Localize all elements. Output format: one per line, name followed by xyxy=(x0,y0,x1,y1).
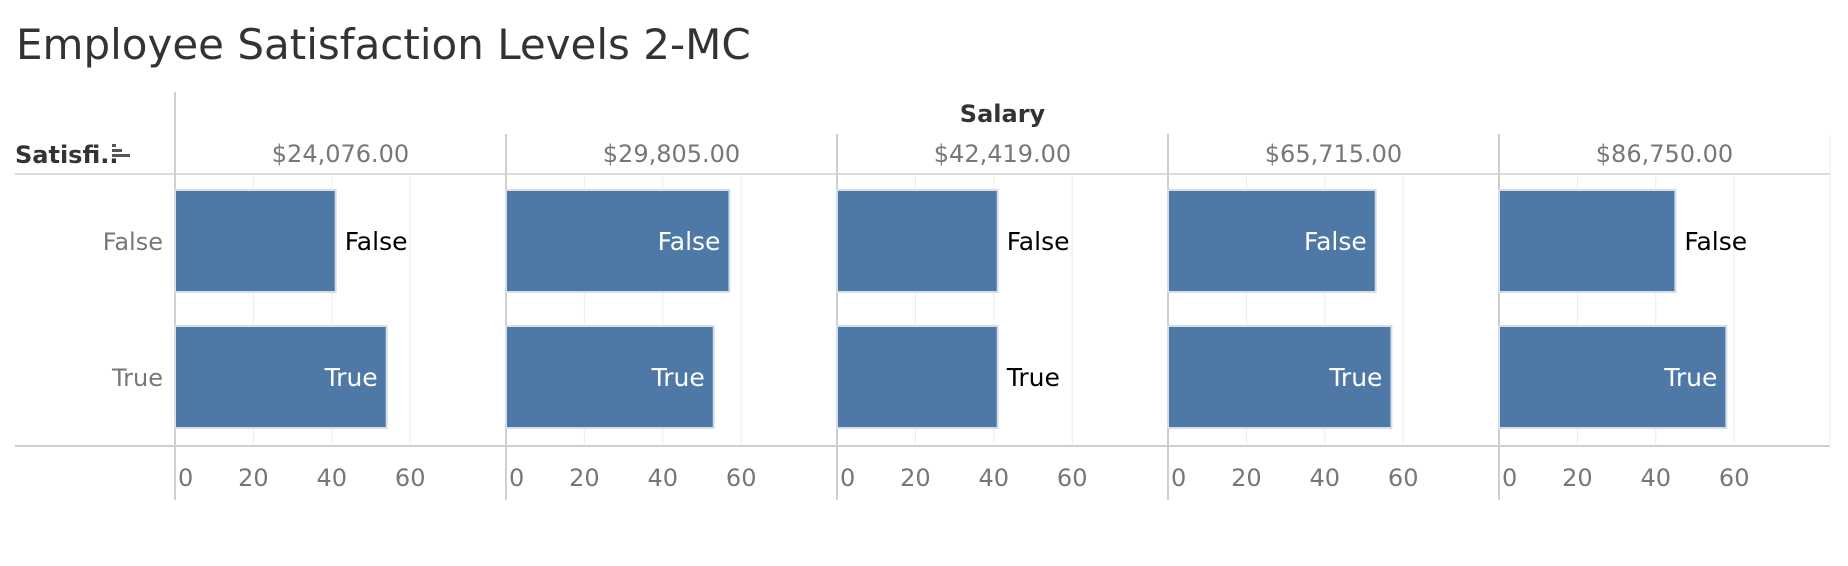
bar-label: True xyxy=(1006,363,1060,392)
x-tick-label: 40 xyxy=(1641,464,1672,492)
panel-header: $24,076.00 xyxy=(272,140,409,168)
bar-label: True xyxy=(324,363,378,392)
x-tick-label: 60 xyxy=(395,464,426,492)
x-tick-label: 60 xyxy=(1388,464,1419,492)
bar xyxy=(505,189,731,293)
bar-label: False xyxy=(345,227,408,256)
bar-label: True xyxy=(651,363,705,392)
bar xyxy=(174,189,337,293)
x-tick-label: 20 xyxy=(1231,464,1262,492)
bar xyxy=(1167,325,1393,429)
x-tick-label: 60 xyxy=(726,464,757,492)
x-tick-label: 0 xyxy=(509,464,524,492)
sort-descending-icon[interactable] xyxy=(112,144,130,157)
bar-label: False xyxy=(1304,227,1367,256)
x-tick-label: 40 xyxy=(979,464,1010,492)
x-tick-label: 60 xyxy=(1057,464,1088,492)
bar xyxy=(174,325,388,429)
x-tick-label: 0 xyxy=(1171,464,1186,492)
x-tick-label: 40 xyxy=(317,464,348,492)
bar-label: True xyxy=(1328,363,1382,392)
bar-label: False xyxy=(1007,227,1070,256)
panel-header: $86,750.00 xyxy=(1596,140,1733,168)
x-tick-label: 20 xyxy=(569,464,600,492)
bar xyxy=(1167,189,1377,293)
panel-header: $65,715.00 xyxy=(1265,140,1402,168)
x-tick-label: 60 xyxy=(1719,464,1750,492)
panel-header: $29,805.00 xyxy=(603,140,740,168)
x-tick-label: 20 xyxy=(238,464,269,492)
bar-label: False xyxy=(658,227,721,256)
x-tick-label: 20 xyxy=(1562,464,1593,492)
chart-title: Employee Satisfaction Levels 2-MC xyxy=(16,20,751,69)
row-header-title: Satisfi.. xyxy=(15,141,119,169)
x-tick-label: 0 xyxy=(840,464,855,492)
bar xyxy=(505,325,715,429)
bar xyxy=(836,189,999,293)
row-label: True xyxy=(111,364,163,392)
column-header-title: Salary xyxy=(960,100,1046,128)
bar-label: True xyxy=(1663,363,1717,392)
bar-label: False xyxy=(1684,227,1747,256)
x-tick-label: 40 xyxy=(648,464,679,492)
bar xyxy=(836,325,999,429)
bar xyxy=(1498,325,1728,429)
row-label: False xyxy=(103,228,163,256)
x-tick-label: 40 xyxy=(1310,464,1341,492)
bar xyxy=(1498,189,1677,293)
panel-header: $42,419.00 xyxy=(934,140,1071,168)
x-tick-label: 20 xyxy=(900,464,931,492)
x-tick-label: 0 xyxy=(1502,464,1517,492)
x-tick-label: 0 xyxy=(178,464,193,492)
